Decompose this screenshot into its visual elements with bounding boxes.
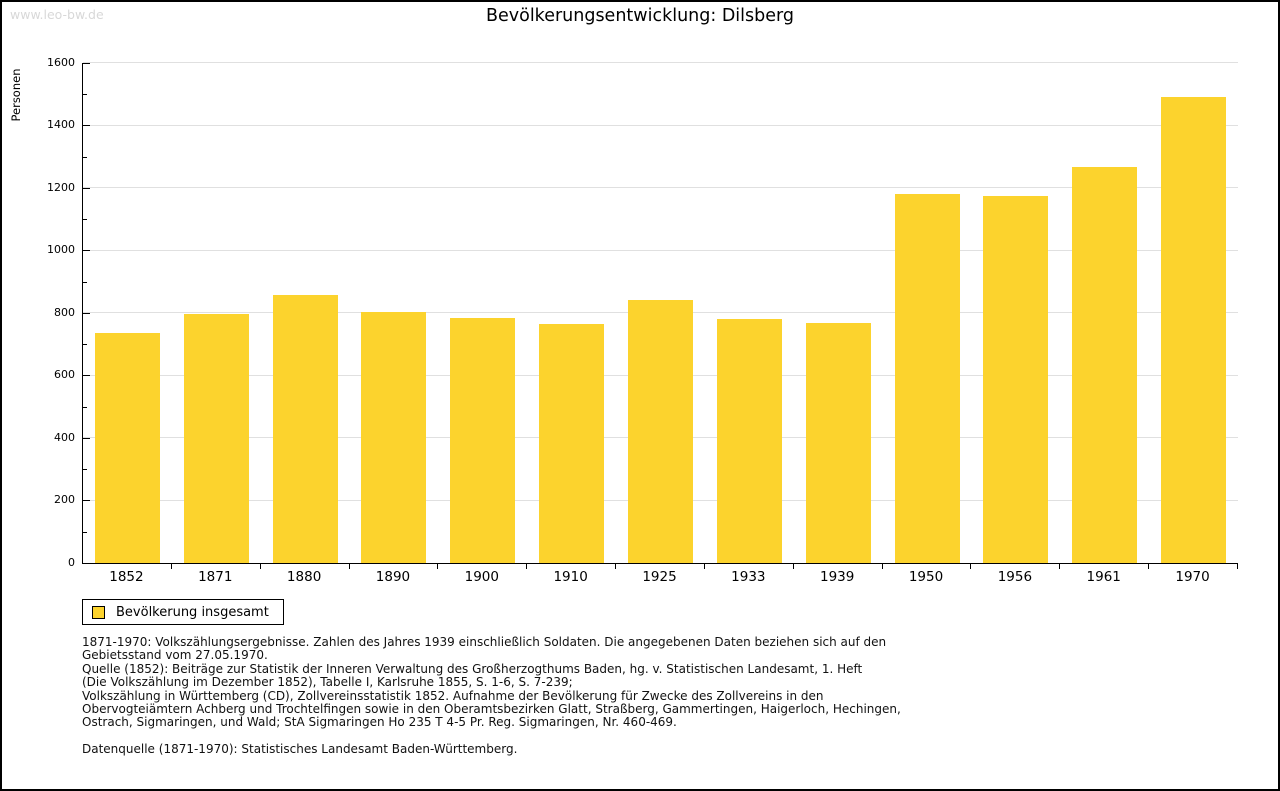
x-axis-tick [348, 564, 350, 569]
x-tick-label: 1925 [642, 569, 677, 585]
footnote-line: Ostrach, Sigmaringen, und Wald; StA Sigm… [82, 715, 677, 730]
x-tick-label: 1871 [198, 569, 233, 585]
y-axis-major-tick [83, 188, 90, 189]
bar [361, 312, 427, 563]
gridline [83, 124, 1238, 126]
y-axis-major-tick [83, 125, 90, 126]
plot-area [82, 62, 1238, 564]
y-axis-major-tick [83, 375, 90, 376]
y-axis-label: Personen [9, 68, 23, 122]
x-tick-label: 1890 [375, 569, 411, 585]
x-tick-label: 1970 [1175, 569, 1210, 585]
x-tick-label: 1961 [1086, 569, 1121, 585]
legend-label: Bevölkerung insgesamt [116, 604, 269, 620]
y-axis-major-tick [83, 563, 90, 564]
y-tick-label: 0 [68, 556, 75, 569]
gridline [83, 187, 1238, 188]
x-axis-tick [970, 564, 972, 569]
y-axis-minor-tick [83, 407, 87, 408]
y-tick-label: 1200 [47, 181, 75, 194]
y-tick-label: 1600 [47, 56, 75, 69]
y-axis-minor-tick [83, 469, 87, 470]
bar [628, 299, 693, 563]
x-tick-label: 1880 [286, 569, 322, 585]
gridline [83, 62, 1238, 63]
y-tick-label: 1000 [47, 243, 75, 256]
y-axis-major-tick [83, 500, 90, 501]
x-tick-label: 1956 [997, 569, 1033, 585]
y-axis-minor-tick [83, 94, 87, 95]
bar [1161, 96, 1227, 563]
x-axis-tick [526, 564, 528, 569]
y-axis-minor-tick [83, 532, 87, 533]
y-tick-label: 400 [54, 431, 75, 444]
x-axis-tick [170, 564, 172, 569]
bar [716, 319, 782, 563]
gridline [83, 249, 1238, 251]
x-tick-label: 1939 [820, 569, 855, 585]
y-axis-minor-tick [83, 157, 87, 158]
x-axis-tick [881, 564, 883, 569]
footnote-line: Gebietsstand vom 27.05.1970. [82, 648, 268, 663]
bar [805, 323, 871, 563]
datasource-line: Datenquelle (1871-1970): Statistisches L… [82, 742, 518, 756]
y-axis-minor-tick [83, 282, 87, 283]
bar [1072, 166, 1138, 563]
footnote-line: 1871-1970: Volkszählungsergebnisse. Zahl… [82, 635, 887, 649]
y-axis-major-tick [83, 63, 90, 64]
bar [183, 313, 249, 563]
y-tick-label: 600 [54, 368, 75, 381]
y-axis-major-tick [83, 250, 90, 251]
footnote-line: Quelle (1852): Beiträge zur Statistik de… [82, 661, 863, 676]
legend-swatch [92, 605, 105, 619]
y-tick-label: 200 [54, 493, 75, 506]
x-tick-label: 1900 [464, 569, 499, 585]
bar [272, 295, 338, 563]
x-axis-tick [615, 564, 617, 569]
x-axis-tick [1237, 564, 1238, 569]
x-tick-label: 1933 [731, 569, 766, 585]
x-axis-tick [703, 564, 705, 569]
y-axis-major-tick [83, 313, 90, 314]
legend: Bevölkerung insgesamt [82, 599, 284, 625]
x-axis-tick [259, 564, 261, 569]
footnote-line: (Die Volkszählung im Dezember 1852), Tab… [82, 675, 573, 690]
x-axis-tick [437, 564, 439, 569]
chart-title: Bevölkerungsentwicklung: Dilsberg [485, 6, 795, 26]
bar [983, 195, 1049, 563]
footnotes: 1871-1970: Volkszählungsergebnisse. Zahl… [82, 635, 901, 730]
x-axis-tick [792, 564, 794, 569]
footnote-line: Volkszählung in Württemberg (CD), Zollve… [82, 688, 824, 703]
x-axis-tick [1059, 564, 1061, 569]
x-tick-label: 1910 [553, 569, 588, 585]
y-axis-minor-tick [83, 344, 87, 345]
y-tick-label: 800 [54, 306, 75, 319]
bar [94, 333, 160, 563]
bar [450, 317, 516, 563]
bar [894, 194, 960, 563]
footnote-line: Obervogteiämtern Achberg und Trochtelfin… [82, 702, 901, 717]
bar [539, 323, 605, 563]
x-tick-label: 1852 [109, 569, 144, 585]
x-axis-tick [1148, 564, 1150, 569]
watermark: www.leo-bw.de [10, 7, 104, 22]
y-tick-label: 1400 [47, 118, 75, 131]
x-tick-label: 1950 [908, 569, 944, 585]
y-axis-major-tick [83, 438, 90, 439]
y-axis-minor-tick [83, 219, 87, 220]
